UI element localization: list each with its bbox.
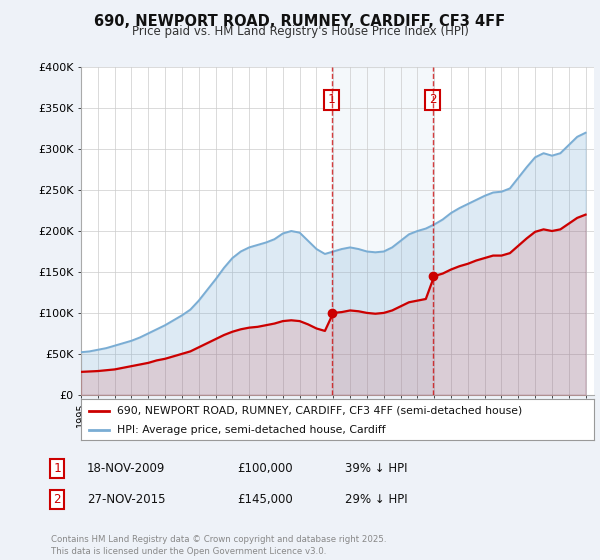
Text: 27-NOV-2015: 27-NOV-2015 bbox=[87, 493, 166, 506]
Text: 1: 1 bbox=[328, 94, 335, 106]
Text: 18-NOV-2009: 18-NOV-2009 bbox=[87, 462, 166, 475]
Text: Contains HM Land Registry data © Crown copyright and database right 2025.
This d: Contains HM Land Registry data © Crown c… bbox=[51, 535, 386, 556]
Text: £100,000: £100,000 bbox=[237, 462, 293, 475]
Text: 29% ↓ HPI: 29% ↓ HPI bbox=[345, 493, 407, 506]
Text: 690, NEWPORT ROAD, RUMNEY, CARDIFF, CF3 4FF: 690, NEWPORT ROAD, RUMNEY, CARDIFF, CF3 … bbox=[94, 14, 506, 29]
Text: HPI: Average price, semi-detached house, Cardiff: HPI: Average price, semi-detached house,… bbox=[117, 424, 386, 435]
Text: 2: 2 bbox=[429, 94, 436, 106]
Bar bbox=[332, 67, 433, 395]
Text: 1: 1 bbox=[53, 462, 61, 475]
Text: 690, NEWPORT ROAD, RUMNEY, CARDIFF, CF3 4FF (semi-detached house): 690, NEWPORT ROAD, RUMNEY, CARDIFF, CF3 … bbox=[117, 405, 522, 416]
Text: Price paid vs. HM Land Registry's House Price Index (HPI): Price paid vs. HM Land Registry's House … bbox=[131, 25, 469, 38]
Text: 39% ↓ HPI: 39% ↓ HPI bbox=[345, 462, 407, 475]
Text: £145,000: £145,000 bbox=[237, 493, 293, 506]
Text: 2: 2 bbox=[53, 493, 61, 506]
